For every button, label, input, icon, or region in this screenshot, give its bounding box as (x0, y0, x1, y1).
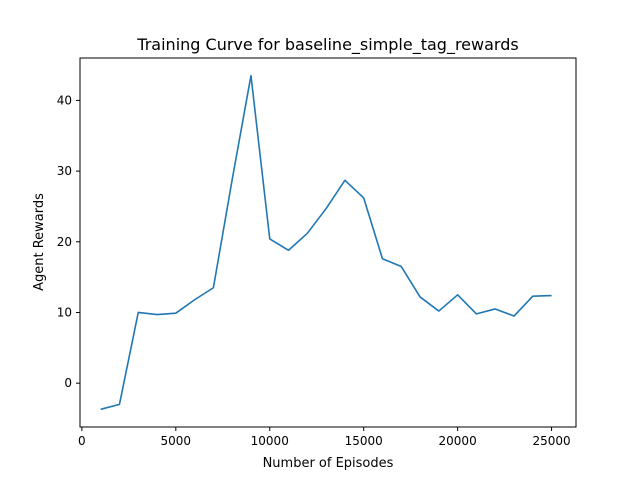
x-tick-label: 10000 (251, 434, 289, 448)
y-tick-label: 20 (57, 235, 72, 249)
plot-frame (79, 57, 577, 428)
y-tick-label: 40 (57, 93, 72, 107)
x-tick-label: 20000 (439, 434, 477, 448)
x-axis-label: Number of Episodes (263, 456, 394, 471)
y-tick-label: 30 (57, 164, 72, 178)
x-tick-label: 0 (78, 434, 86, 448)
series-line-0 (100, 74, 552, 411)
y-tick-label: 0 (64, 376, 72, 390)
y-axis-label: Agent Rewards (32, 193, 47, 291)
series-layer (100, 74, 552, 411)
y-tick-label: 10 (57, 305, 72, 319)
x-tick-label: 25000 (532, 434, 570, 448)
x-tick-label: 15000 (345, 434, 383, 448)
chart-title: Training Curve for baseline_simple_tag_r… (136, 35, 518, 55)
x-axis: 0 5000 10000 15000 20000 25000 (78, 427, 571, 448)
x-tick-label: 5000 (161, 434, 192, 448)
plot-area: 0 5000 10000 15000 20000 25000 0 10 20 30 40 (57, 57, 577, 448)
y-axis: 0 10 20 30 40 (57, 93, 80, 390)
